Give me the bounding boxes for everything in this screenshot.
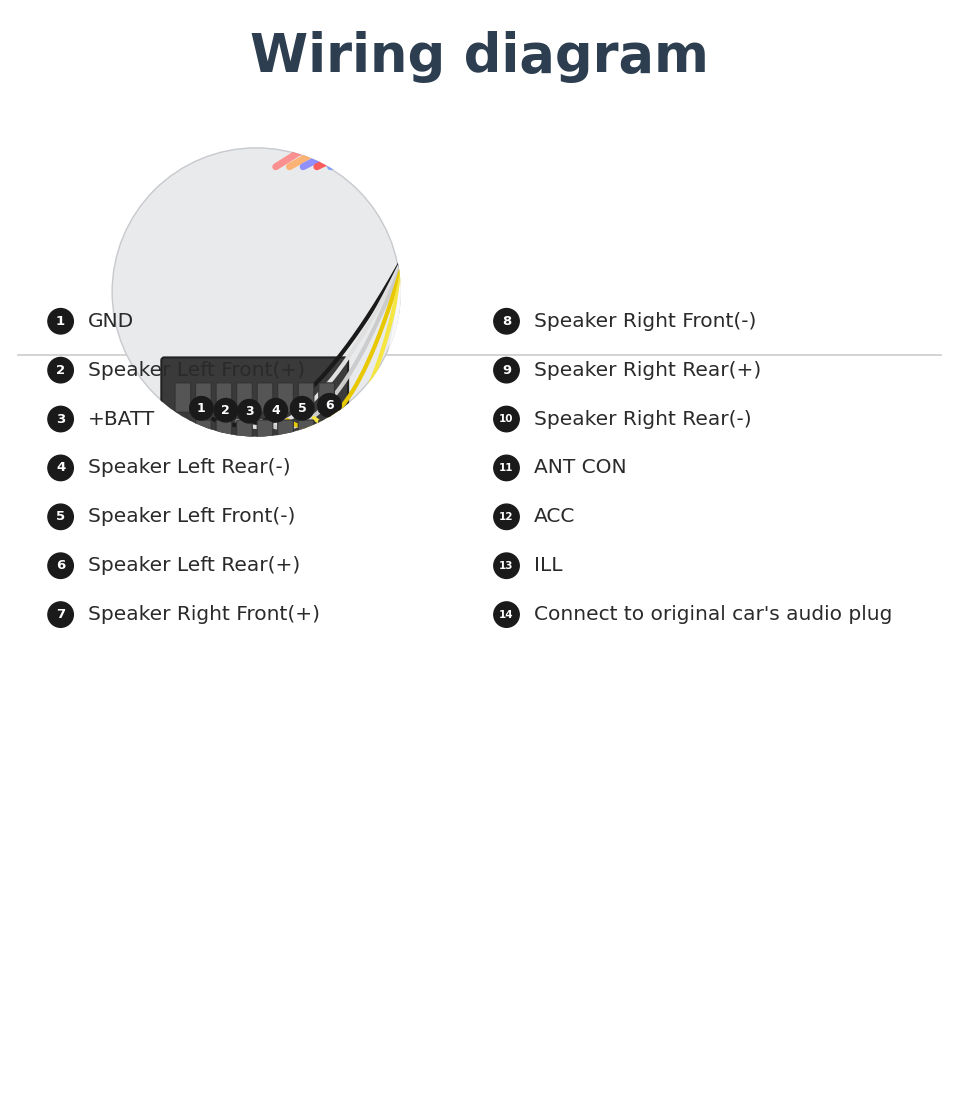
- FancyBboxPatch shape: [175, 420, 191, 449]
- Text: +BATT: +BATT: [88, 409, 155, 428]
- Text: Speaker Right Front(+): Speaker Right Front(+): [88, 605, 320, 624]
- Text: 9: 9: [502, 364, 511, 377]
- Text: 3: 3: [56, 413, 66, 426]
- Text: ACC: ACC: [534, 508, 575, 526]
- Text: 3: 3: [245, 405, 254, 418]
- Text: 2: 2: [221, 404, 230, 417]
- Circle shape: [48, 357, 74, 383]
- FancyBboxPatch shape: [318, 383, 334, 413]
- Text: 10: 10: [499, 414, 514, 424]
- Text: 4: 4: [56, 461, 66, 474]
- Text: 1: 1: [197, 401, 206, 415]
- Circle shape: [264, 398, 287, 422]
- Circle shape: [467, 387, 491, 410]
- Circle shape: [48, 406, 74, 431]
- Text: 14: 14: [499, 609, 514, 619]
- Text: 6: 6: [325, 399, 334, 411]
- Circle shape: [476, 150, 502, 176]
- Text: 4: 4: [271, 404, 280, 417]
- FancyBboxPatch shape: [175, 383, 191, 413]
- FancyBboxPatch shape: [298, 383, 314, 413]
- Text: Connect to original car's audio plug: Connect to original car's audio plug: [534, 605, 892, 624]
- Circle shape: [494, 602, 519, 627]
- Circle shape: [318, 394, 341, 417]
- Text: 1: 1: [56, 315, 66, 327]
- Text: Speaker Left Front(-): Speaker Left Front(-): [88, 508, 295, 526]
- Text: 5: 5: [298, 401, 307, 415]
- Text: 12: 12: [499, 512, 514, 522]
- Text: 13: 13: [499, 561, 514, 571]
- Circle shape: [495, 387, 518, 410]
- Circle shape: [190, 397, 214, 420]
- Circle shape: [494, 504, 519, 530]
- FancyBboxPatch shape: [257, 383, 272, 413]
- Circle shape: [598, 382, 621, 406]
- FancyBboxPatch shape: [482, 170, 603, 257]
- Text: 13: 13: [724, 383, 739, 393]
- Text: 7: 7: [446, 392, 454, 405]
- Circle shape: [112, 147, 401, 437]
- FancyBboxPatch shape: [488, 229, 597, 251]
- Circle shape: [237, 399, 261, 422]
- Text: 14: 14: [481, 158, 496, 168]
- Text: 10: 10: [548, 392, 563, 401]
- Circle shape: [494, 406, 519, 431]
- Circle shape: [494, 456, 519, 481]
- Text: 11: 11: [602, 388, 616, 398]
- FancyBboxPatch shape: [217, 383, 231, 413]
- Circle shape: [655, 380, 677, 404]
- Circle shape: [48, 309, 74, 334]
- Text: Speaker Right Rear(+): Speaker Right Rear(+): [534, 361, 761, 379]
- FancyBboxPatch shape: [162, 357, 348, 461]
- FancyBboxPatch shape: [277, 383, 293, 413]
- Text: 8: 8: [502, 315, 512, 327]
- Text: 12: 12: [659, 387, 673, 397]
- FancyBboxPatch shape: [236, 383, 252, 413]
- FancyBboxPatch shape: [523, 249, 563, 270]
- Text: 11: 11: [499, 463, 514, 473]
- Circle shape: [719, 376, 743, 399]
- Circle shape: [290, 397, 314, 420]
- Text: ILL: ILL: [534, 556, 563, 575]
- FancyBboxPatch shape: [211, 453, 294, 490]
- FancyBboxPatch shape: [196, 420, 212, 449]
- Text: 5: 5: [56, 510, 66, 523]
- Text: 9: 9: [502, 392, 511, 405]
- FancyBboxPatch shape: [277, 420, 293, 449]
- Circle shape: [48, 456, 74, 481]
- Circle shape: [438, 387, 462, 410]
- Text: Speaker Left Rear(-): Speaker Left Rear(-): [88, 458, 291, 478]
- Text: Speaker Left Rear(+): Speaker Left Rear(+): [88, 556, 300, 575]
- Text: 8: 8: [475, 392, 483, 405]
- Circle shape: [544, 385, 567, 408]
- FancyBboxPatch shape: [257, 420, 272, 449]
- Circle shape: [48, 602, 74, 627]
- Text: GND: GND: [88, 312, 134, 331]
- Text: Speaker Right Rear(-): Speaker Right Rear(-): [534, 409, 752, 428]
- FancyBboxPatch shape: [236, 420, 252, 449]
- Circle shape: [494, 553, 519, 578]
- Text: ANT CON: ANT CON: [534, 458, 626, 478]
- Circle shape: [48, 504, 74, 530]
- Text: 2: 2: [56, 364, 66, 377]
- FancyBboxPatch shape: [298, 420, 314, 449]
- Text: Wiring diagram: Wiring diagram: [250, 31, 709, 83]
- Text: Speaker Right Front(-): Speaker Right Front(-): [534, 312, 757, 331]
- FancyBboxPatch shape: [196, 383, 212, 413]
- Circle shape: [215, 398, 237, 422]
- FancyBboxPatch shape: [217, 420, 231, 449]
- FancyBboxPatch shape: [318, 420, 334, 449]
- Circle shape: [494, 309, 519, 334]
- Text: Speaker Left Front(+): Speaker Left Front(+): [88, 361, 305, 379]
- Circle shape: [48, 553, 74, 578]
- Text: 7: 7: [56, 608, 66, 622]
- Circle shape: [494, 357, 519, 383]
- Text: 6: 6: [56, 560, 66, 572]
